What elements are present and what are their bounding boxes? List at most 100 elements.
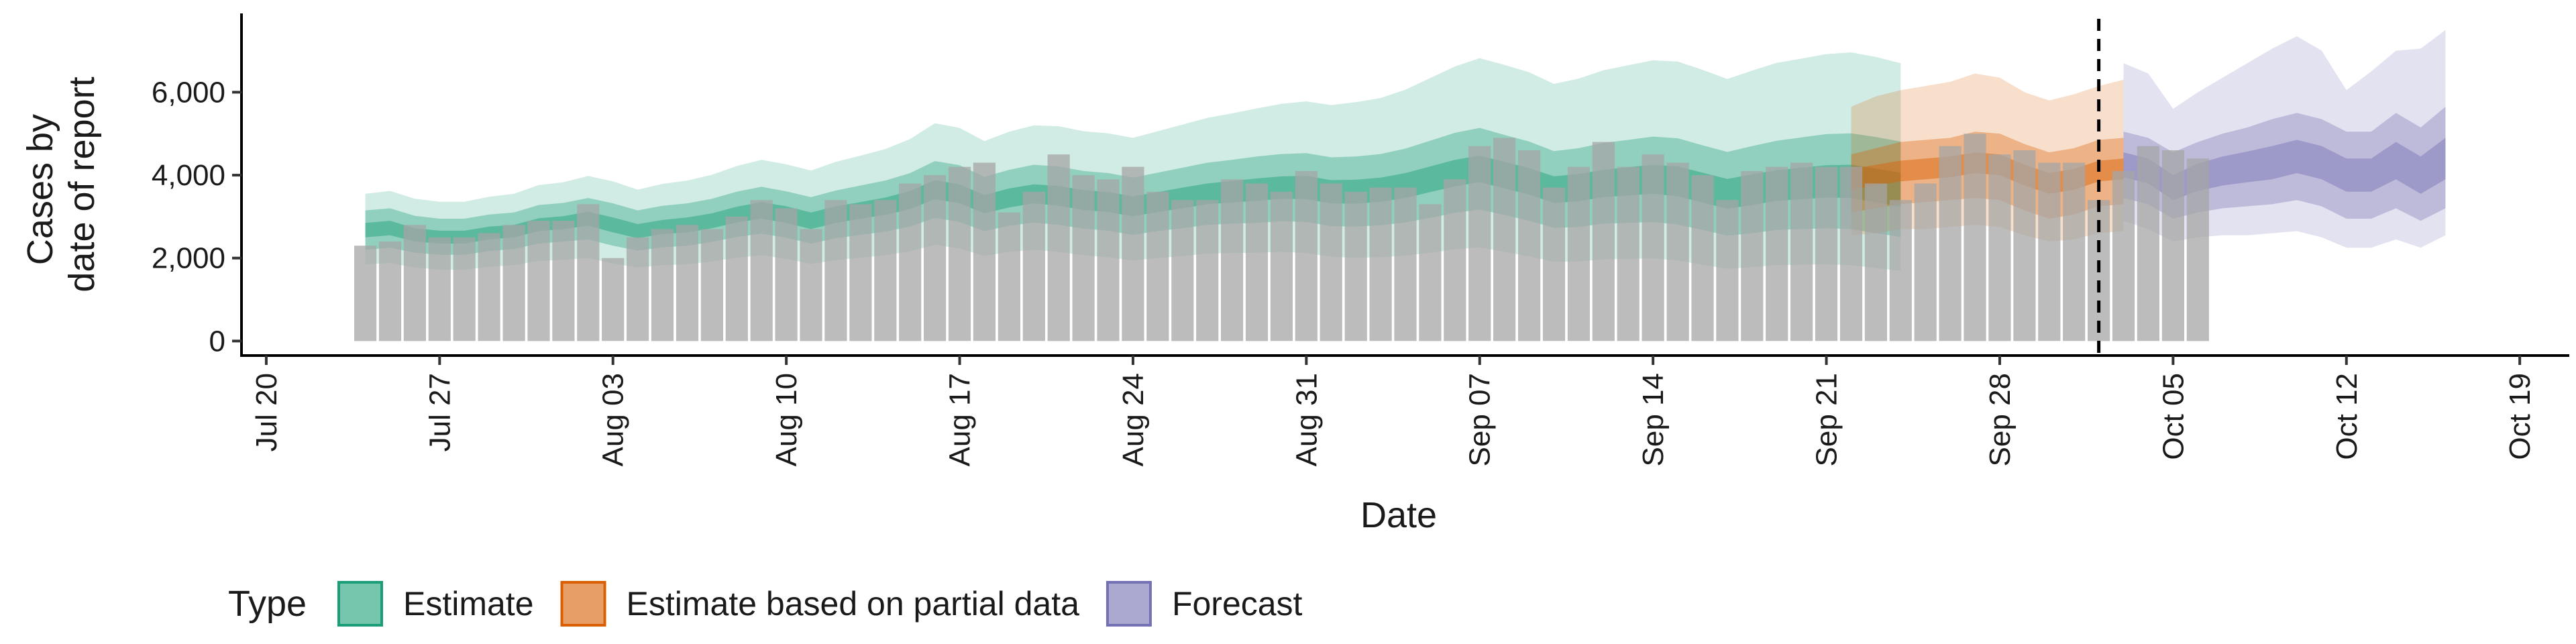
- reported-cases-bar: [2063, 162, 2086, 341]
- axes: [240, 13, 2569, 357]
- reported-cases-bar: [2013, 150, 2036, 341]
- legend-swatch: [1106, 581, 1152, 627]
- reported-cases-bar: [403, 225, 426, 341]
- y-axis-title: Cases by date of report: [20, 76, 102, 292]
- x-axis-title: Date: [1360, 495, 1437, 535]
- reported-cases-bar: [1022, 191, 1045, 341]
- reported-cases-bar: [1444, 179, 1466, 341]
- reported-cases-bar: [1344, 191, 1367, 341]
- y-tick-label: 6,000: [152, 76, 225, 109]
- x-tick-label: Aug 24: [1117, 373, 1150, 466]
- legend-label: Estimate: [403, 585, 534, 623]
- reported-cases-bar: [651, 229, 674, 341]
- reported-cases-bar: [1592, 142, 1615, 341]
- reported-cases-bar: [1790, 162, 1813, 341]
- reported-cases-bar: [1171, 200, 1194, 341]
- x-tick-label: Sep 21: [1811, 373, 1843, 466]
- reported-cases-bar: [874, 200, 897, 341]
- reported-cases-bar: [1097, 179, 1120, 341]
- reported-cases-bar: [2112, 170, 2135, 341]
- x-axis-ticks: Jul 20 Jul 27 Aug 03 Aug 10 Aug 17 Aug 24 Aug …: [250, 356, 2536, 466]
- legend-swatch: [560, 581, 606, 627]
- reported-cases-bar: [1196, 200, 1219, 341]
- reported-cases-bar: [849, 204, 872, 341]
- reported-cases-bar: [899, 183, 922, 341]
- reported-cases-bar: [973, 162, 996, 341]
- reported-cases-bar: [478, 233, 500, 341]
- x-tick-label: Aug 03: [597, 373, 630, 466]
- x-tick-label: Sep 28: [1984, 373, 2017, 466]
- reported-cases-bar: [1122, 166, 1144, 341]
- reported-cases-bar: [1567, 166, 1590, 341]
- reported-cases-bar: [1988, 154, 2011, 341]
- y-axis-title-line-1: Cases by: [20, 114, 60, 265]
- reported-cases-bar: [1295, 170, 1318, 341]
- reported-cases-bar: [1394, 187, 1417, 341]
- reported-cases-bar: [1468, 146, 1491, 341]
- reported-cases-bar: [1741, 170, 1764, 341]
- reported-cases-bar: [1369, 187, 1392, 341]
- reported-cases-bar: [750, 200, 773, 341]
- reported-cases-bar: [1666, 162, 1689, 341]
- reported-cases-bar: [1889, 200, 1912, 341]
- legend-title: Type: [228, 584, 307, 624]
- reported-cases-bar: [1914, 183, 1937, 341]
- reported-cases-bar: [1221, 179, 1244, 341]
- x-tick-label: Jul 27: [423, 373, 456, 451]
- reported-cases-bar: [552, 221, 575, 341]
- legend-label: Forecast: [1172, 585, 1303, 623]
- legend: Type Estimate Estimate based on partial d…: [228, 581, 1303, 627]
- legend-label: Estimate based on partial data: [627, 585, 1080, 623]
- reported-cases-bar: [1815, 166, 1838, 341]
- reported-cases-bar: [1642, 154, 1664, 341]
- reported-cases-bar: [2186, 158, 2209, 341]
- y-tick-label: 2,000: [152, 242, 225, 275]
- reported-cases-bar: [428, 237, 451, 341]
- reported-cases-bar: [354, 246, 377, 341]
- reported-cases-bar: [577, 204, 600, 341]
- reported-cases-bar: [1542, 187, 1566, 341]
- reported-cases-bar: [378, 241, 402, 341]
- reported-cases-bar: [2161, 150, 2184, 341]
- reported-cases-bar: [1493, 138, 1516, 341]
- legend-swatch: [337, 581, 383, 627]
- x-tick-label: Sep 14: [1637, 373, 1670, 466]
- reported-cases-bar: [1419, 204, 1442, 341]
- reported-cases-bar: [1939, 146, 1962, 341]
- reported-cases-bar: [2038, 162, 2061, 341]
- x-tick-label: Aug 10: [770, 373, 803, 466]
- y-axis-title-line-2: date of report: [62, 76, 102, 292]
- x-tick-label: Jul 20: [250, 373, 283, 451]
- reported-cases-bar: [1964, 133, 1986, 341]
- reported-cases-bar: [1245, 183, 1269, 341]
- reported-cases-bars: [354, 133, 2209, 341]
- reported-cases-bar: [725, 216, 748, 341]
- reported-cases-bar: [1691, 175, 1714, 341]
- reported-cases-bar: [1146, 191, 1169, 341]
- reported-cases-bar: [998, 212, 1020, 341]
- x-tick-label: Oct 19: [2504, 373, 2536, 460]
- y-tick-label: 4,000: [152, 159, 225, 192]
- reported-cases-bar: [527, 221, 550, 341]
- reported-cases-bar: [602, 258, 625, 341]
- reported-cases-bar: [627, 237, 649, 341]
- reported-cases-bar: [775, 208, 798, 341]
- reported-cases-bar: [1320, 183, 1342, 341]
- series-0-ci90-band: [365, 52, 1901, 271]
- reported-cases-bar: [948, 166, 971, 341]
- reported-cases-bar: [1047, 154, 1070, 341]
- x-tick-label: Oct 12: [2330, 373, 2363, 460]
- reported-cases-bar: [502, 225, 525, 341]
- reported-cases-bar: [676, 225, 699, 341]
- legend-items: Estimate Estimate based on partial data Fo…: [337, 581, 1303, 627]
- reported-cases-bar: [1617, 166, 1640, 341]
- reported-cases-bar: [1518, 150, 1541, 341]
- reported-cases-bar: [1716, 200, 1739, 341]
- reported-cases-bar: [1864, 183, 1887, 341]
- x-tick-label: Aug 17: [944, 373, 977, 466]
- reported-cases-bar: [453, 237, 476, 341]
- x-tick-label: Sep 07: [1464, 373, 1497, 466]
- x-tick-label: Oct 05: [2157, 373, 2190, 460]
- x-tick-label: Aug 31: [1290, 373, 1323, 466]
